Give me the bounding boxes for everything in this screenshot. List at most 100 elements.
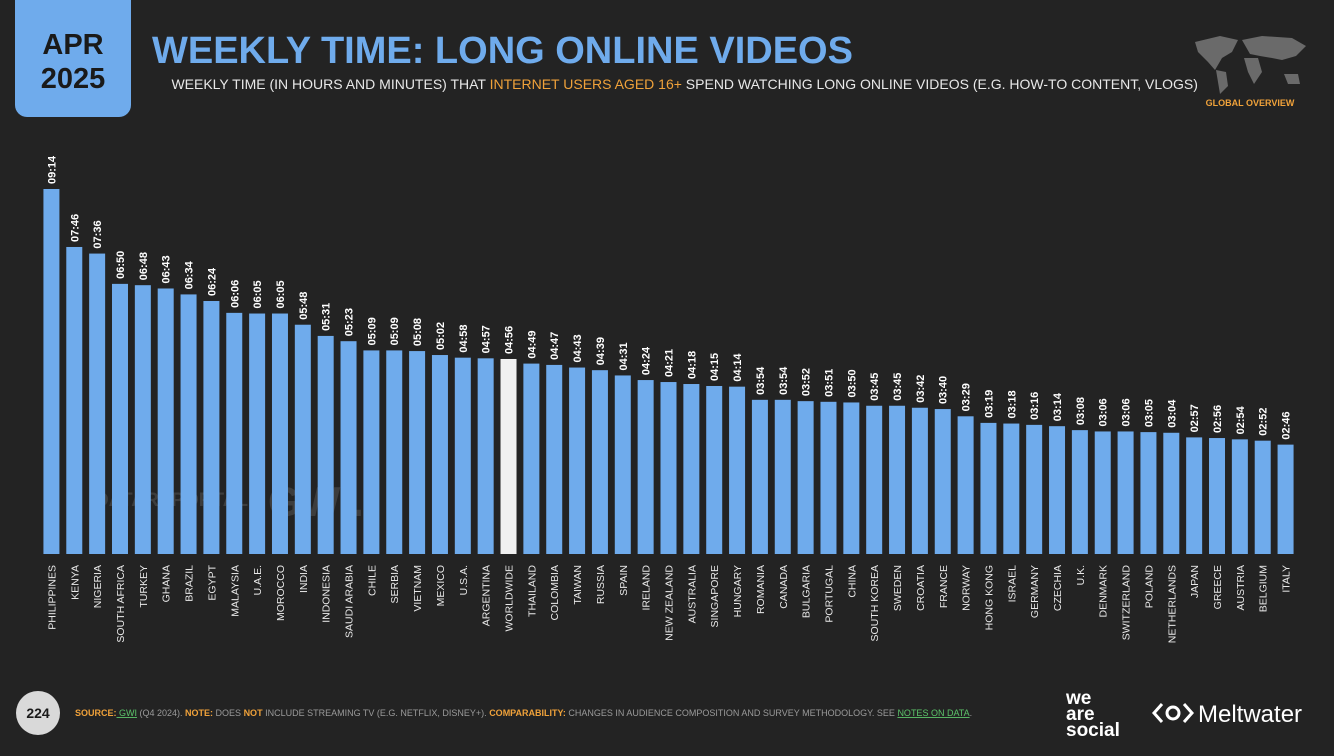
value-label: 09:14 bbox=[46, 155, 58, 184]
bar bbox=[797, 401, 814, 554]
icon-part bbox=[1165, 705, 1181, 721]
bar bbox=[1209, 438, 1226, 554]
bar bbox=[157, 288, 174, 554]
x-tick-label: CZECHIA bbox=[1052, 565, 1064, 611]
bar bbox=[660, 382, 677, 554]
value-label: 06:05 bbox=[275, 280, 287, 308]
bar bbox=[66, 246, 83, 554]
bar bbox=[294, 324, 311, 554]
bar bbox=[386, 350, 403, 554]
bar bbox=[500, 358, 517, 554]
x-tick-label: BULGARIA bbox=[801, 565, 813, 618]
bar bbox=[317, 335, 334, 554]
source-part: . bbox=[970, 708, 973, 718]
x-tick-label: CHINA bbox=[846, 565, 858, 598]
x-tick-label: KENYA bbox=[69, 565, 81, 600]
world-map bbox=[1195, 36, 1306, 94]
x-tick-label: SPAIN bbox=[618, 565, 630, 596]
value-label: 02:56 bbox=[1212, 405, 1224, 433]
value-label: 03:54 bbox=[778, 366, 790, 395]
x-tick-label: IRELAND bbox=[641, 565, 653, 611]
x-tick-label: PORTUGAL bbox=[823, 565, 835, 623]
x-tick-label: TAIWAN bbox=[572, 565, 584, 605]
x-tick-label: TURKEY bbox=[138, 565, 150, 608]
x-tick-label: SWEDEN bbox=[892, 565, 904, 611]
bar bbox=[431, 355, 448, 554]
bar bbox=[271, 313, 288, 554]
bar bbox=[340, 341, 357, 554]
value-label: 04:49 bbox=[526, 330, 538, 358]
value-label: 04:18 bbox=[686, 351, 698, 379]
bar bbox=[1140, 432, 1157, 554]
subtitle-part: WEEKLY TIME (IN HOURS AND MINUTES) THAT bbox=[171, 76, 489, 92]
value-label: 05:09 bbox=[389, 317, 401, 345]
value-label: 06:06 bbox=[229, 280, 241, 308]
date-badge bbox=[15, 0, 131, 117]
bar bbox=[889, 405, 906, 554]
value-label: 04:57 bbox=[481, 325, 493, 353]
x-tick-label: MEXICO bbox=[435, 565, 447, 606]
source-part: GWI bbox=[117, 708, 138, 718]
value-label: 03:06 bbox=[1098, 398, 1110, 426]
x-tick-label: CHILE bbox=[366, 565, 378, 596]
x-tick-label: MALAYSIA bbox=[229, 565, 241, 617]
value-label: 03:51 bbox=[823, 369, 835, 397]
bar bbox=[477, 358, 494, 554]
x-tick-label: POLAND bbox=[1143, 565, 1155, 609]
x-tick-label: SWITZERLAND bbox=[1121, 565, 1133, 641]
map-shape bbox=[1195, 36, 1238, 70]
x-tick-label: JAPAN bbox=[1189, 565, 1201, 598]
value-label: 03:40 bbox=[938, 376, 950, 404]
value-label: 06:50 bbox=[115, 251, 127, 279]
x-tick-label: INDIA bbox=[298, 565, 310, 593]
bar bbox=[1049, 426, 1066, 554]
bar bbox=[203, 301, 220, 554]
bar bbox=[683, 384, 700, 554]
value-label: 03:04 bbox=[1166, 399, 1178, 428]
bar bbox=[569, 367, 586, 554]
logo-meltwater: Meltwater bbox=[1198, 701, 1302, 728]
x-tick-label: AUSTRIA bbox=[1235, 565, 1247, 611]
x-tick-label: ITALY bbox=[1281, 565, 1293, 593]
value-label: 06:43 bbox=[161, 255, 173, 283]
x-tick-label: U.K. bbox=[1075, 565, 1087, 585]
bar bbox=[934, 409, 951, 554]
bar bbox=[249, 313, 266, 554]
bar bbox=[546, 364, 563, 554]
value-label: 02:52 bbox=[1258, 408, 1270, 436]
x-tick-label: NEW ZEALAND bbox=[664, 565, 676, 641]
value-label: 03:08 bbox=[1075, 397, 1087, 425]
source-note: SOURCE: GWI (Q4 2024). NOTE: DOES NOT IN… bbox=[75, 708, 972, 718]
x-tick-label: BRAZIL bbox=[184, 565, 196, 602]
bar bbox=[751, 399, 768, 554]
value-label: 03:42 bbox=[915, 375, 927, 403]
bar bbox=[1277, 444, 1294, 554]
bar bbox=[89, 253, 106, 555]
badge-month: APR bbox=[42, 29, 103, 61]
bar bbox=[111, 283, 128, 554]
x-tick-label: INDONESIA bbox=[321, 565, 333, 623]
value-label: 02:57 bbox=[1189, 404, 1201, 432]
value-label: 03:45 bbox=[869, 373, 881, 401]
value-label: 03:06 bbox=[1121, 398, 1133, 426]
value-label: 07:36 bbox=[92, 220, 104, 248]
x-tick-label: SERBIA bbox=[389, 565, 401, 604]
value-label: 05:23 bbox=[344, 308, 356, 336]
value-label: 03:05 bbox=[1143, 399, 1155, 427]
value-label: 04:39 bbox=[595, 337, 607, 365]
bar bbox=[1186, 437, 1203, 554]
value-label: 04:21 bbox=[664, 349, 676, 377]
bar-chart: 09:14 PHILIPPINES 07:46 KENYA 07:36 NIGERIA 06… bbox=[43, 155, 1294, 643]
value-label: 04:56 bbox=[504, 326, 516, 354]
value-label: 05:48 bbox=[298, 292, 310, 320]
bar bbox=[866, 405, 883, 554]
bar bbox=[957, 416, 974, 554]
bar bbox=[706, 385, 723, 554]
bar bbox=[409, 351, 426, 554]
value-label: 04:31 bbox=[618, 342, 630, 370]
bar bbox=[591, 370, 608, 554]
x-tick-label: HONG KONG bbox=[983, 565, 995, 630]
x-tick-label: U.A.E. bbox=[252, 565, 264, 595]
x-tick-label: VIETNAM bbox=[412, 565, 424, 612]
source-part: NOTE: bbox=[185, 708, 213, 718]
